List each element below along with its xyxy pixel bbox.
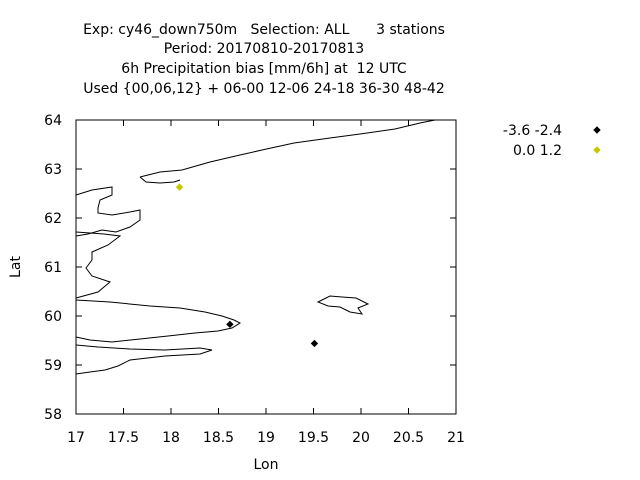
x-tick-label: 17: [67, 430, 85, 446]
coastline-inlet: [139, 176, 181, 184]
x-tick-label: 17.5: [108, 430, 139, 446]
x-tick-label: 20: [352, 430, 370, 446]
y-tick-label: 62: [44, 211, 62, 227]
station-point: [175, 183, 184, 191]
y-tick-label: 60: [44, 309, 62, 325]
coastline-bothnian: [75, 186, 141, 237]
coastline-stockholm: [75, 299, 242, 343]
x-tick-label: 19: [257, 430, 275, 446]
chart-title-line-2: Period: 20170810-20170813: [163, 41, 365, 57]
station-point: [310, 339, 319, 348]
y-tick-label: 58: [44, 407, 62, 423]
chart-title-line-3: 6h Precipitation bias [mm/6h] at 12 UTC: [121, 61, 407, 77]
coastline: [75, 119, 436, 375]
chart-title-line-1: Exp: cy46_down750m Selection: ALL 3 stat…: [83, 22, 445, 38]
y-tick-label: 64: [44, 113, 62, 129]
coastline-south: [75, 344, 213, 375]
station-point: [226, 320, 234, 329]
x-tick-label: 20.5: [393, 430, 424, 446]
x-tick-label: 21: [447, 430, 465, 446]
y-tick-label: 63: [44, 162, 62, 178]
coastline-mainland: [75, 231, 122, 299]
y-tick-label: 59: [44, 358, 62, 374]
y-axis-label: Lat: [8, 256, 24, 278]
x-tick-label: 19.5: [298, 430, 329, 446]
x-tick-label: 18: [162, 430, 180, 446]
plot-frame: [75, 119, 457, 415]
legend-label: 0.0 1.2: [513, 143, 562, 159]
x-axis-label: Lon: [254, 457, 279, 473]
legend-marker: [593, 146, 601, 154]
legend-marker: [593, 126, 601, 134]
coastline-north: [139, 119, 436, 178]
chart-title-line-4: Used {00,06,12} + 06-00 12-06 24-18 36-3…: [83, 81, 445, 97]
y-tick-label: 61: [44, 260, 62, 276]
aland-island: [316, 295, 370, 315]
legend-label: -3.6 -2.4: [503, 123, 562, 139]
x-tick-label: 18.5: [203, 430, 234, 446]
